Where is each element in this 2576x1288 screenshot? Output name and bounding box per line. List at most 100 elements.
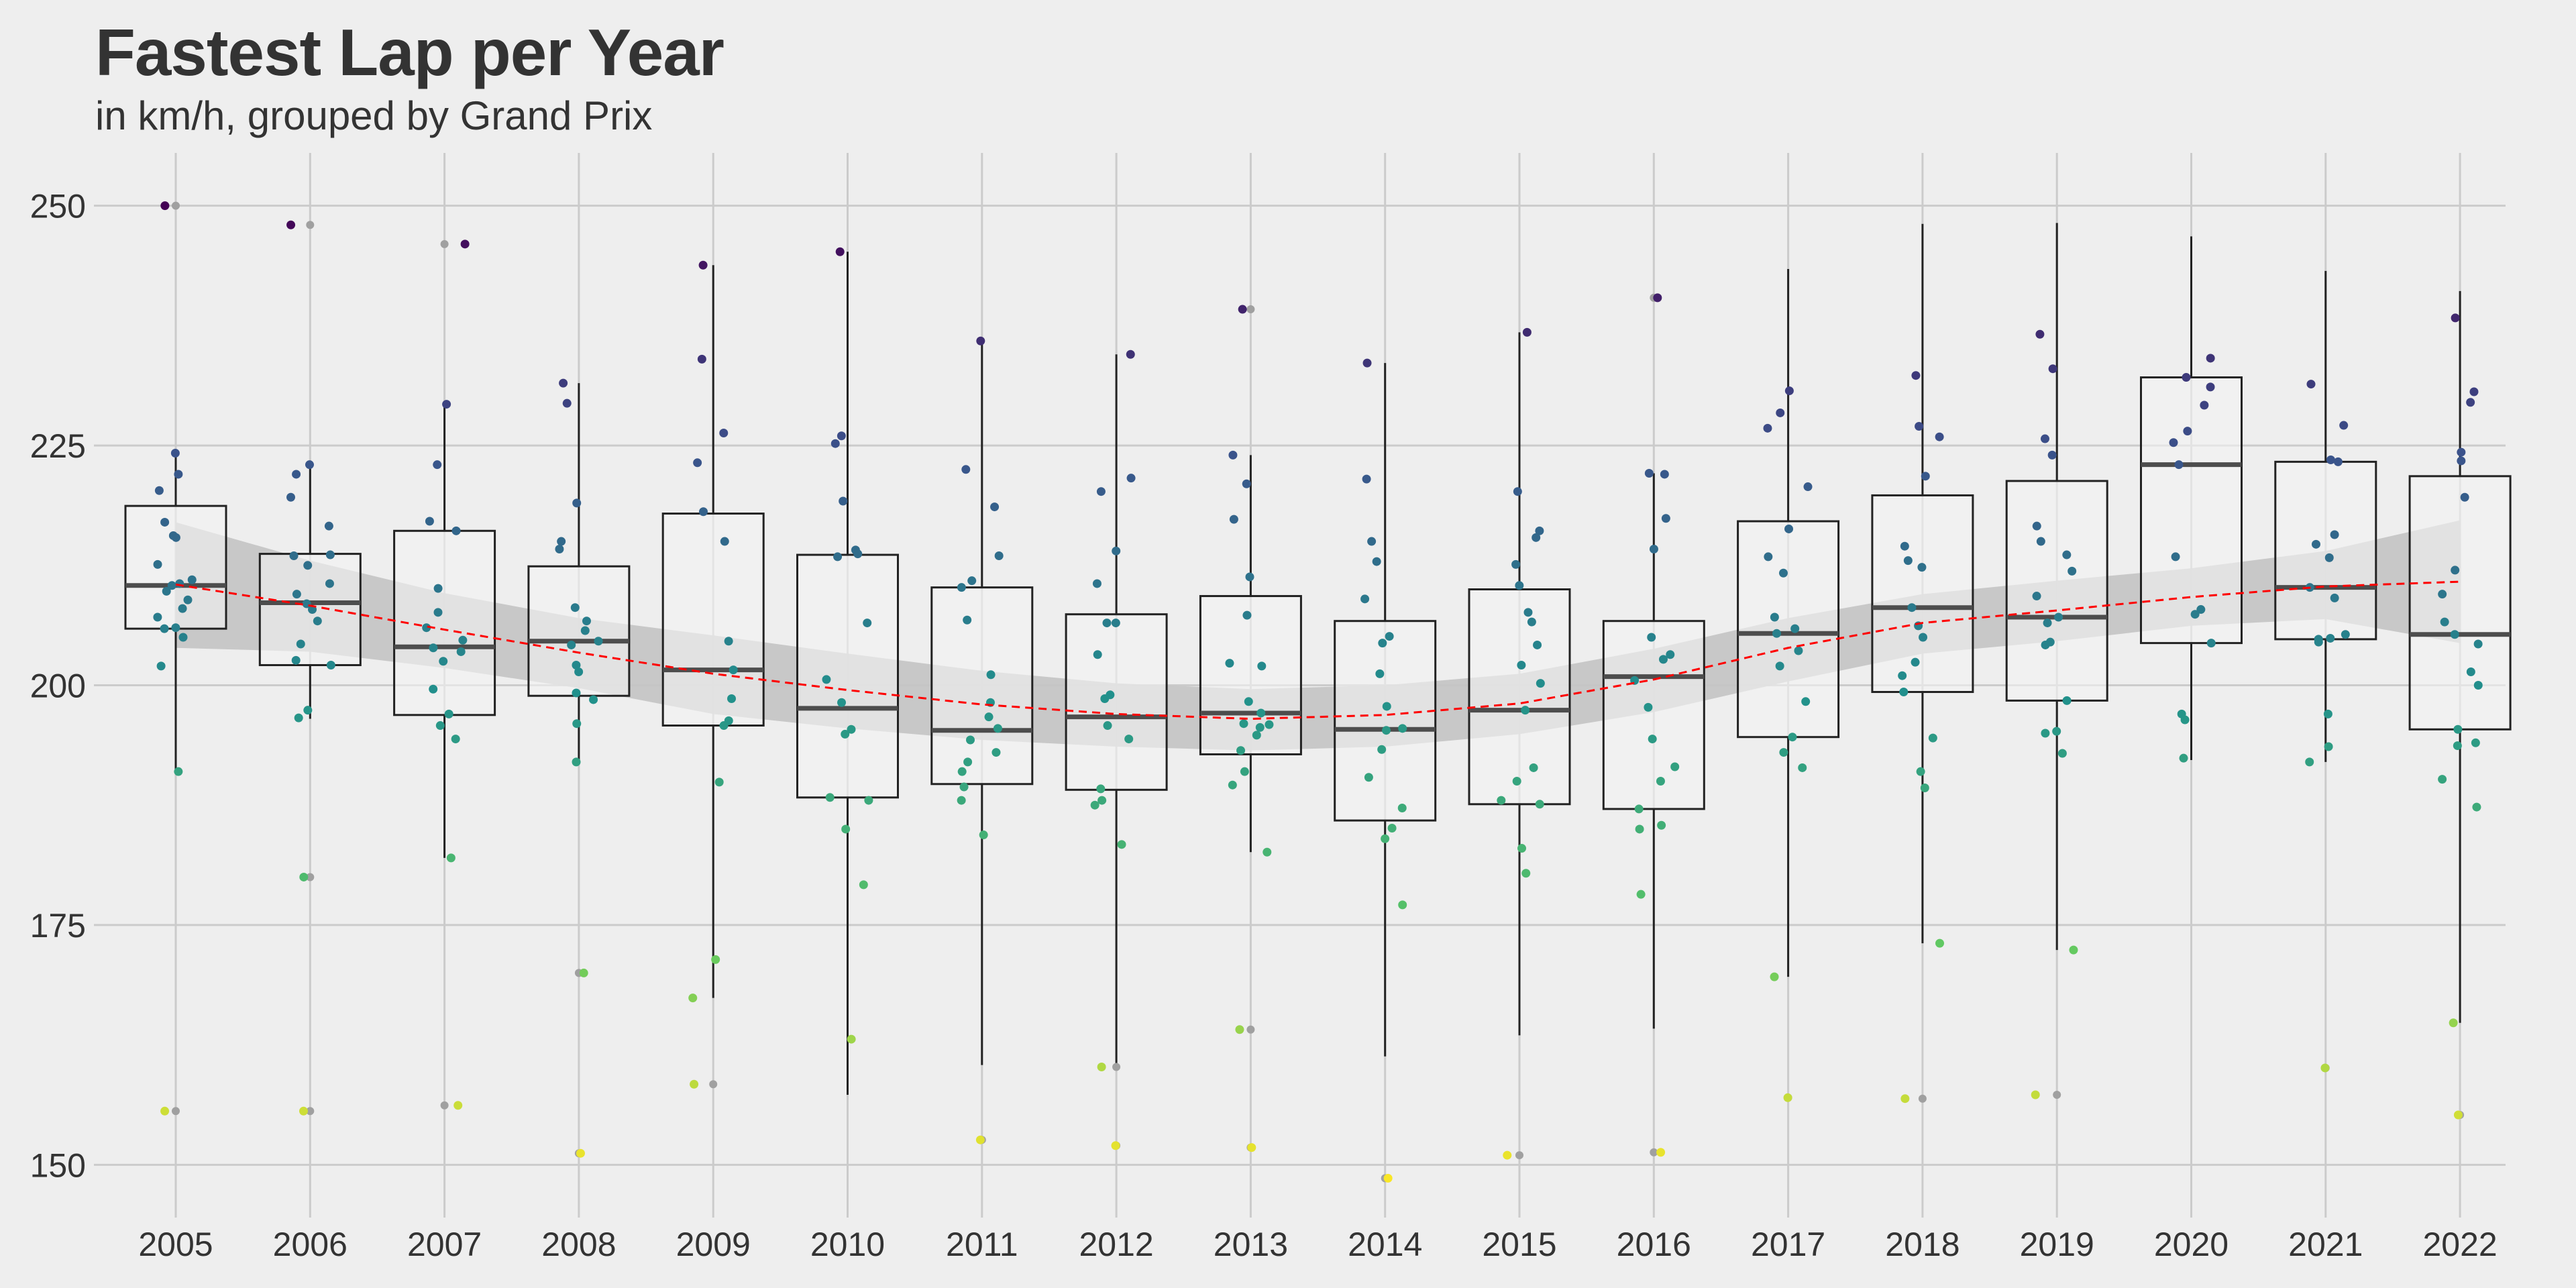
outlier-point (306, 1107, 315, 1116)
data-point (719, 428, 729, 437)
data-point (451, 735, 460, 744)
data-point (1917, 563, 1927, 572)
data-point (291, 655, 301, 665)
data-point (1397, 804, 1407, 813)
data-point (1378, 639, 1387, 648)
data-point (1919, 633, 1928, 642)
box-iqr (2274, 460, 2377, 641)
data-point (557, 537, 566, 546)
data-point (1784, 386, 1794, 396)
data-point (1263, 847, 1272, 857)
outlier-point (306, 873, 315, 881)
data-point (1126, 350, 1135, 359)
data-point (2041, 729, 2050, 738)
data-point (719, 721, 729, 731)
data-point (2190, 610, 2200, 619)
trend-line (175, 580, 2461, 720)
data-point (1265, 720, 1274, 729)
data-point (1102, 619, 1112, 628)
outlier-point (1112, 1063, 1121, 1071)
data-point (460, 239, 470, 249)
data-point (1656, 776, 1665, 786)
data-point (698, 260, 708, 270)
trend-line-layer (175, 580, 2461, 720)
data-point (1511, 559, 1521, 569)
x-tick-label: 2010 (810, 1226, 885, 1263)
data-point (1776, 408, 1785, 417)
data-point (830, 439, 840, 448)
data-point (1935, 938, 1945, 948)
data-point (2048, 364, 2057, 374)
box-iqr (2005, 480, 2108, 702)
data-point (979, 830, 988, 840)
x-tick-label: 2007 (407, 1226, 482, 1263)
data-point (1375, 669, 1385, 678)
outlier-point (2053, 1090, 2061, 1099)
data-point (456, 647, 466, 656)
x-tick-label: 2008 (541, 1226, 616, 1263)
data-point (1658, 655, 1668, 664)
data-point (286, 220, 296, 229)
data-point (1092, 579, 1102, 588)
data-point (1096, 784, 1106, 794)
data-point (1398, 900, 1407, 910)
data-point (1801, 697, 1811, 706)
data-point (837, 431, 846, 441)
data-point (963, 757, 973, 767)
outlier-point (1650, 1148, 1658, 1157)
data-point (1513, 487, 1522, 496)
outlier-point (1246, 1025, 1255, 1034)
data-point (286, 492, 296, 502)
x-tick-label: 2005 (138, 1226, 213, 1263)
data-point (178, 633, 188, 642)
data-point (2326, 633, 2335, 643)
data-point (1772, 629, 1782, 638)
data-point (153, 612, 162, 622)
chart-subtitle: in km/h, grouped by Grand Prix (95, 93, 653, 138)
data-point (1521, 706, 1530, 715)
data-point (167, 581, 176, 590)
data-point (1387, 824, 1397, 833)
data-point (1512, 776, 1521, 786)
box-2015 (1468, 332, 1571, 1160)
data-point (174, 767, 183, 776)
data-point (1915, 421, 1924, 431)
data-point (2052, 727, 2061, 736)
data-point (2472, 802, 2481, 812)
x-tick-label: 2018 (1885, 1226, 1960, 1263)
data-point (2333, 457, 2343, 466)
data-point (2324, 553, 2334, 562)
data-point (690, 1079, 699, 1089)
data-point (847, 1034, 856, 1044)
data-point (289, 551, 299, 560)
data-point (1522, 327, 1532, 337)
data-point (2314, 637, 2323, 647)
data-point (729, 665, 738, 675)
data-point (1225, 659, 1234, 668)
data-point (864, 796, 873, 805)
box-2010 (796, 252, 899, 1095)
box-iqr (1065, 613, 1168, 791)
data-point (1242, 479, 1251, 488)
data-point (1381, 834, 1390, 843)
y-tick-label: 225 (30, 427, 86, 465)
data-point (574, 667, 584, 676)
data-point (1257, 661, 1267, 671)
data-point (1236, 746, 1246, 755)
data-point (2341, 630, 2350, 639)
data-point (1907, 603, 1917, 612)
data-point (1117, 840, 1126, 849)
data-point (582, 616, 591, 626)
data-point (1497, 796, 1506, 805)
data-point (1367, 537, 1377, 546)
box-2007 (393, 239, 496, 1110)
box-iqr (393, 529, 496, 716)
data-point (1398, 724, 1407, 733)
data-point (853, 549, 863, 559)
data-point (693, 458, 702, 468)
data-point (1124, 735, 1134, 744)
data-point (2330, 530, 2339, 539)
data-point (299, 872, 309, 881)
trend-band-layer (176, 520, 2461, 751)
data-point (1911, 657, 1920, 667)
